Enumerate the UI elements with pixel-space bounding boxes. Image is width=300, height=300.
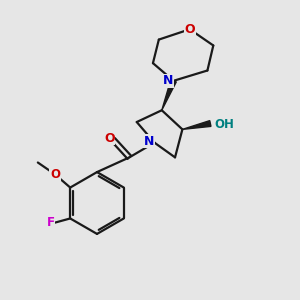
Polygon shape xyxy=(162,80,176,110)
Text: N: N xyxy=(144,135,154,148)
Text: O: O xyxy=(104,132,115,145)
Text: O: O xyxy=(184,23,195,36)
Text: N: N xyxy=(163,74,173,87)
Text: O: O xyxy=(50,168,60,181)
Text: F: F xyxy=(46,216,55,230)
Text: OH: OH xyxy=(214,118,234,131)
Polygon shape xyxy=(182,121,211,129)
